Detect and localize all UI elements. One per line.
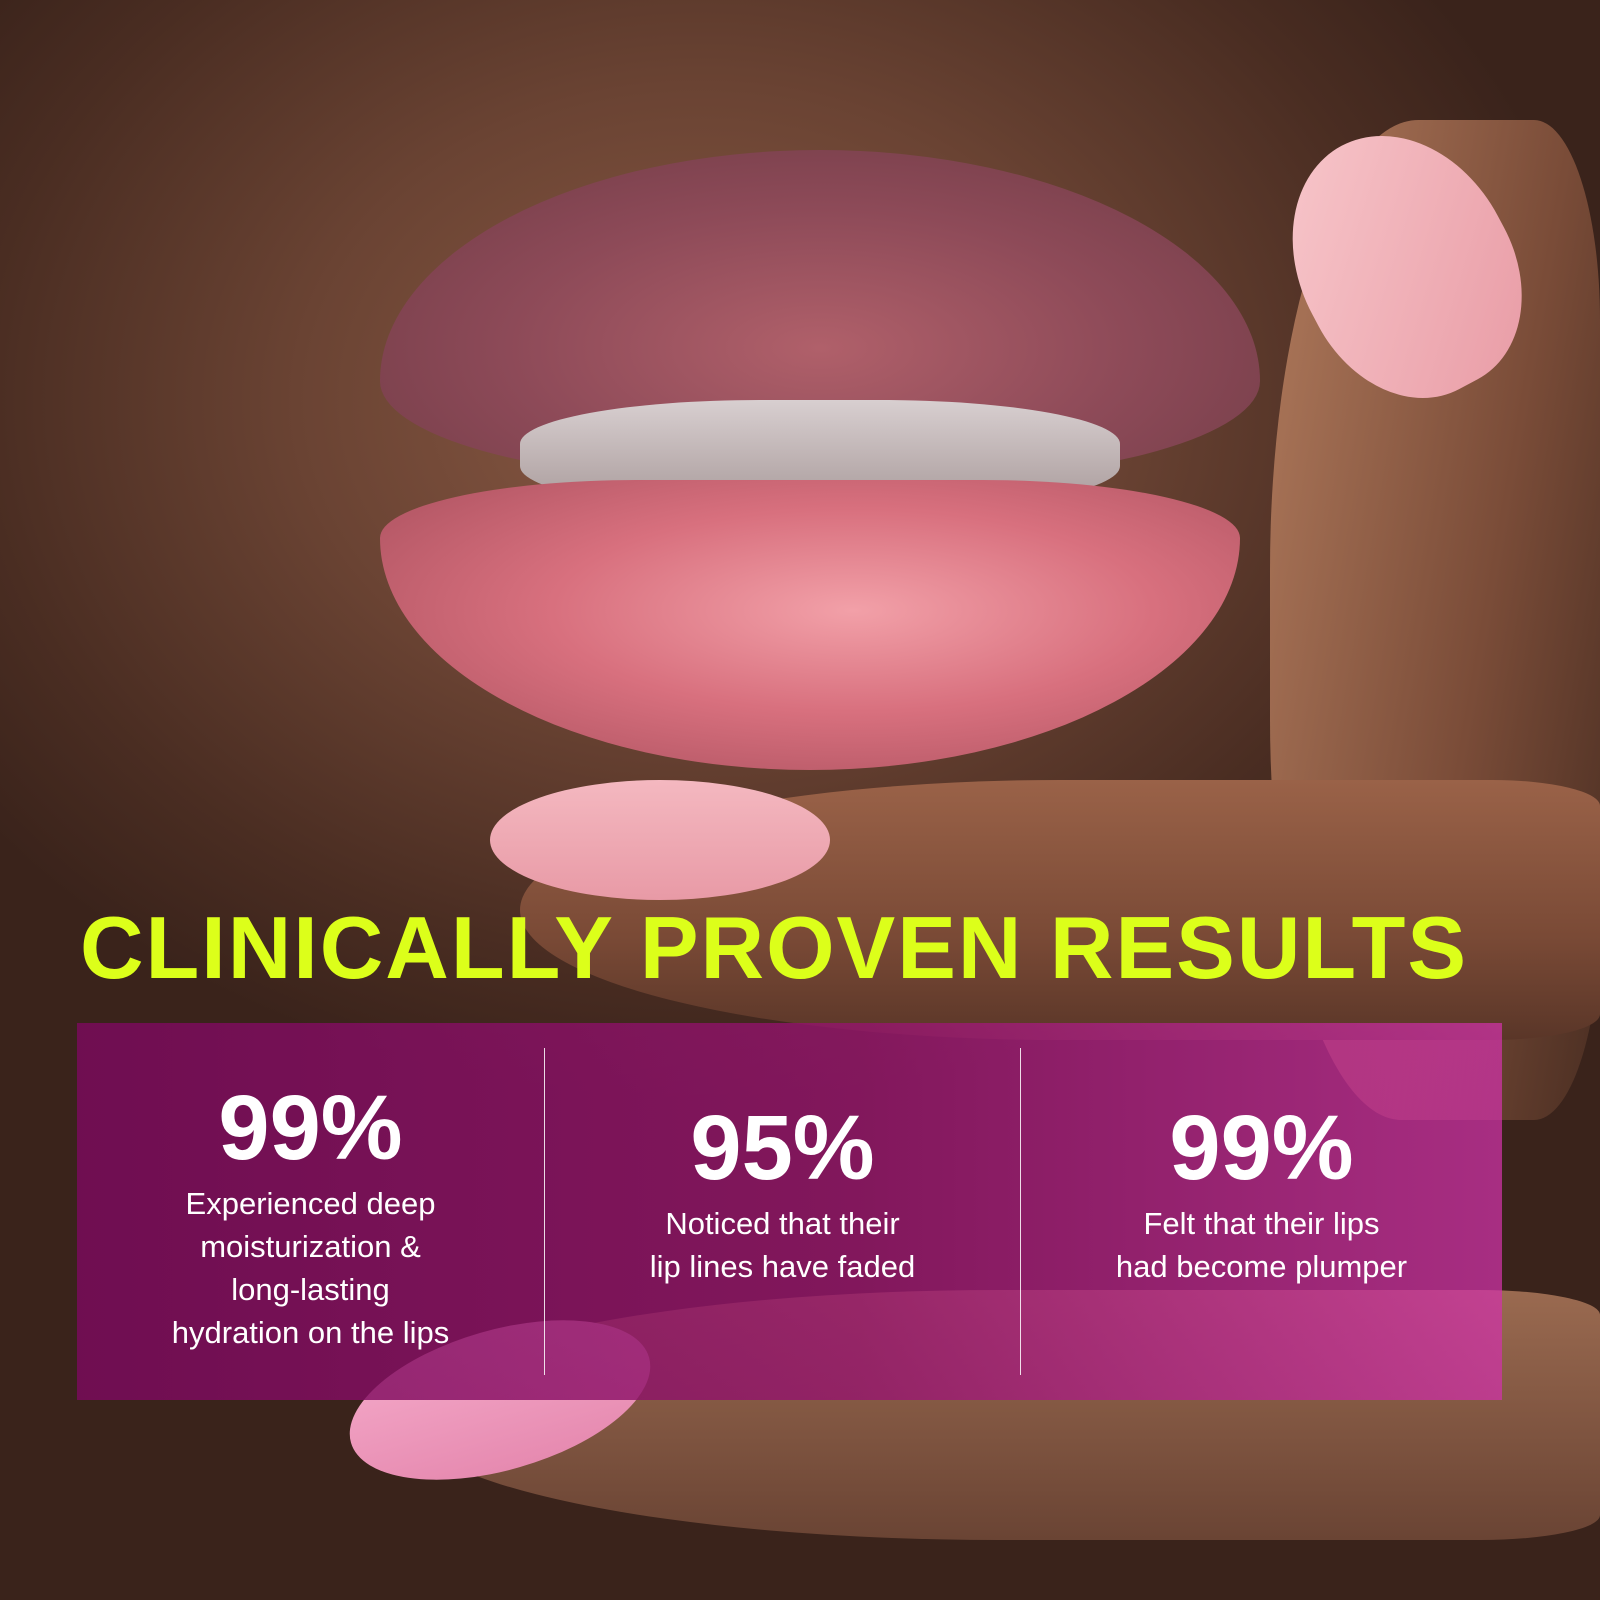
stat-column-3: 99% Felt that their lips had become plum…: [1021, 1023, 1502, 1400]
desc-line: Noticed that their: [665, 1206, 900, 1241]
stat-column-2: 95% Noticed that their lip lines have fa…: [545, 1023, 1020, 1400]
desc-line: had become plumper: [1115, 1249, 1408, 1284]
stat-column-1: 99% Experienced deep moisturization & lo…: [77, 1023, 544, 1400]
desc-line: hydration on the lips: [171, 1315, 450, 1350]
headline: CLINICALLY PROVEN RESULTS: [80, 898, 1469, 997]
desc-line: lip lines have faded: [649, 1249, 916, 1284]
desc-line: Experienced deep: [185, 1186, 436, 1221]
stat-description: Noticed that their lip lines have faded: [545, 1202, 1020, 1288]
stat-description: Felt that their lips had become plumper: [1021, 1202, 1502, 1288]
glossy-lower-lip: [380, 480, 1240, 770]
pink-nail-middle: [490, 780, 830, 900]
divider: [1020, 1048, 1021, 1375]
divider: [544, 1048, 545, 1375]
desc-line: long-lasting: [231, 1272, 390, 1307]
desc-line: moisturization &: [200, 1229, 421, 1264]
desc-line: Felt that their lips: [1143, 1206, 1380, 1241]
stat-value: 99%: [1169, 1097, 1354, 1199]
stat-description: Experienced deep moisturization & long-l…: [77, 1182, 544, 1354]
stat-value: 99%: [218, 1077, 403, 1179]
stats-panel: 99% Experienced deep moisturization & lo…: [77, 1023, 1502, 1400]
stat-value: 95%: [690, 1097, 875, 1199]
